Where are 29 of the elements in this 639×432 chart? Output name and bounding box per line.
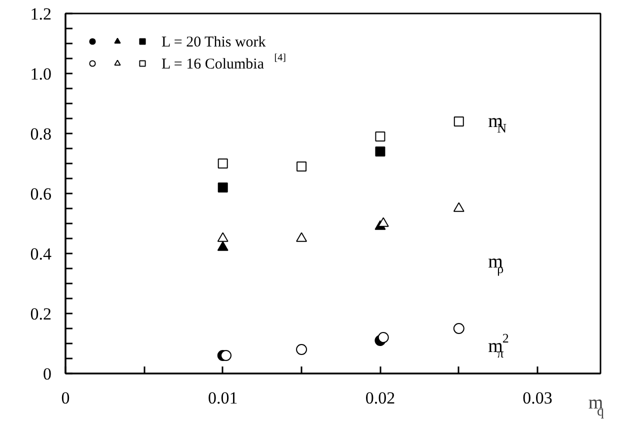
x-tick-label: 0.01: [208, 388, 238, 408]
point: [375, 132, 386, 142]
point: [220, 350, 232, 361]
point: [217, 232, 228, 242]
point: [218, 182, 228, 192]
point: [296, 344, 308, 355]
point: [453, 323, 464, 334]
y-tick-label: 0.8: [30, 124, 52, 144]
legend-label: L = 16 Columbia[4]: [162, 52, 286, 72]
point: [218, 158, 228, 168]
point: [217, 241, 228, 251]
y-tick-label: 0.4: [30, 244, 52, 264]
point: [378, 332, 389, 343]
point: [296, 232, 308, 242]
point: [296, 162, 307, 172]
y-tick-label: 0.2: [30, 304, 52, 324]
legend-label: L = 20 This work: [162, 34, 266, 50]
point: [375, 146, 386, 156]
y-tick-label: 0.6: [30, 184, 52, 204]
x-tick-label: 0.03: [522, 388, 552, 408]
x-axis-title: mq: [588, 392, 613, 420]
y-tick-label: 1.2: [30, 4, 52, 24]
y-tick-label: 1.0: [30, 64, 52, 84]
y-tick-label: 0: [43, 364, 52, 384]
x-tick-label: 0.02: [365, 388, 396, 408]
point: [454, 116, 464, 126]
point: [378, 217, 389, 227]
point: [453, 202, 464, 212]
x-tick-label: 0: [61, 388, 70, 408]
